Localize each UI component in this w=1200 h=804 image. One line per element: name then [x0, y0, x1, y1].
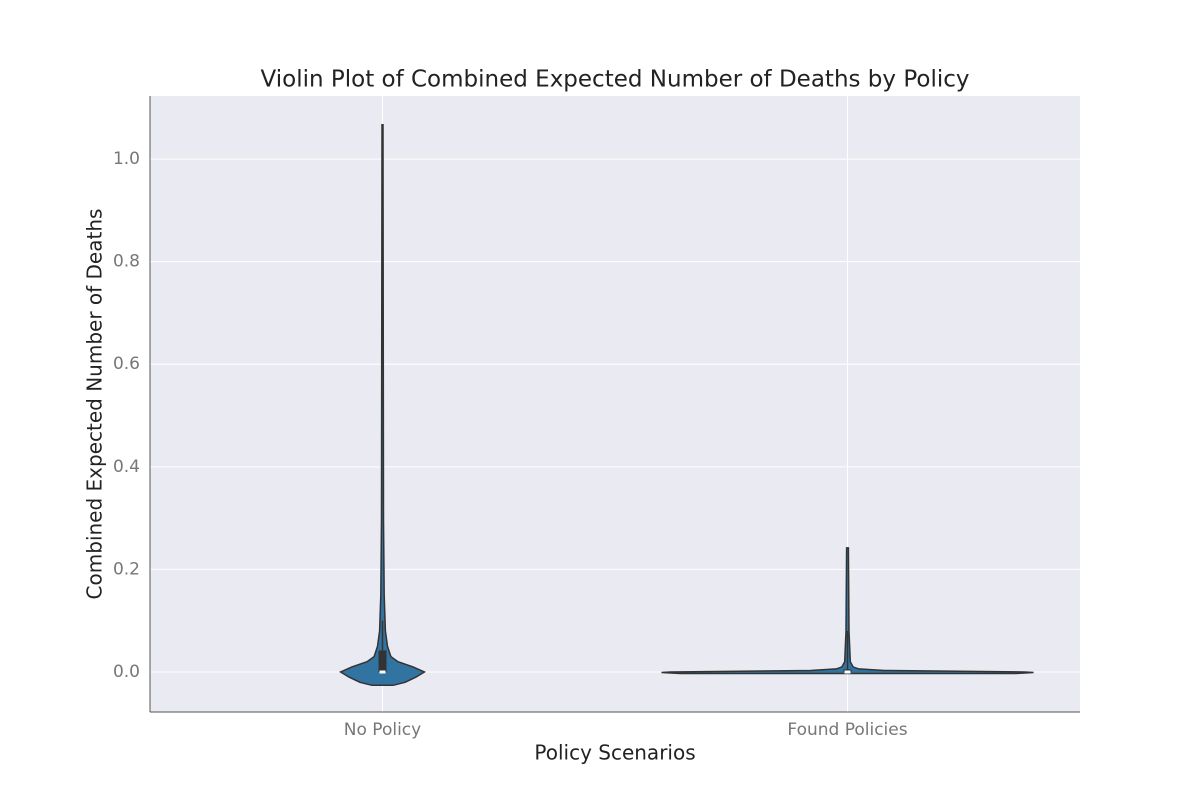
x-axis-title: Policy Scenarios	[534, 741, 695, 765]
violin-body	[661, 547, 1034, 675]
y-tick-label: 1.0	[113, 149, 140, 169]
median	[379, 670, 386, 674]
y-tick-label: 0.0	[113, 662, 140, 682]
y-tick-label: 0.6	[113, 354, 140, 374]
chart-title: Violin Plot of Combined Expected Number …	[261, 67, 970, 93]
y-tick-label: 0.4	[113, 457, 140, 477]
x-tick-label: Found Policies	[787, 720, 907, 740]
x-tick-label: No Policy	[344, 720, 421, 740]
y-tick-label: 0.8	[113, 252, 140, 272]
y-axis-title: Combined Expected Number of Deaths	[83, 209, 107, 600]
plot-background	[150, 96, 1080, 712]
median	[844, 670, 851, 674]
violin-body	[338, 123, 427, 687]
y-tick-label: 0.2	[113, 559, 140, 579]
